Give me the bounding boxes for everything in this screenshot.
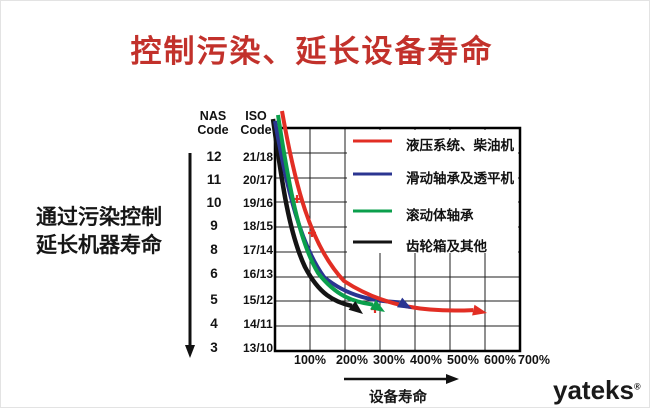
legend-label-hydraulic: 液压系统、柴油机 xyxy=(406,138,514,153)
x-tick-label: 100% xyxy=(294,353,326,367)
plot-border xyxy=(273,126,522,353)
x-tick-label: 200% xyxy=(336,353,368,367)
curve-journal-bearing xyxy=(273,120,400,305)
legend-label-journal-bearing: 滑动轴承及透平机 xyxy=(406,171,514,186)
registered-mark: ® xyxy=(633,381,641,392)
left-caption-line1: 通过污染控制 xyxy=(36,205,162,229)
x-tick-label: 700% xyxy=(518,353,550,367)
iso-code-value: 13/10 xyxy=(242,341,274,355)
x-tick-label: 600% xyxy=(484,353,516,367)
life-axis-arrow xyxy=(344,374,459,384)
legend-label-gearbox: 齿轮箱及其他 xyxy=(406,239,487,254)
nas-code-value: 8 xyxy=(210,242,218,257)
nas-code-value: 12 xyxy=(206,149,222,164)
x-tick-label: 400% xyxy=(410,353,442,367)
arrowhead-gearbox xyxy=(348,301,363,314)
nas-axis-arrow xyxy=(185,153,195,358)
nas-code-value: 6 xyxy=(210,266,218,281)
yateks-logo: yateks® xyxy=(553,375,641,405)
left-caption-line2: 延长机器寿命 xyxy=(36,233,162,257)
nas-code-header: NAS Code xyxy=(197,109,229,137)
arrowhead-hydraulic xyxy=(472,304,487,316)
slide-title: 控制污染、延长设备寿命 xyxy=(130,34,494,69)
iso-code-value: 17/14 xyxy=(242,243,274,257)
legend-label-rolling-bearing: 滚动体轴承 xyxy=(406,208,474,223)
left-caption: 通过污染控制 延长机器寿命 xyxy=(36,203,184,259)
x-tick-label: 300% xyxy=(373,353,405,367)
iso-code-value: 20/17 xyxy=(242,173,274,187)
iso-code-value: 21/18 xyxy=(242,150,274,164)
x-axis-title: 设备寿命 xyxy=(369,390,427,406)
nas-code-value: 3 xyxy=(210,340,218,355)
x-tick-label: 500% xyxy=(447,353,479,367)
curve-rolling-bearing xyxy=(276,114,374,307)
arrowhead-rolling-bearing xyxy=(370,299,385,312)
nas-code-value: 5 xyxy=(210,292,218,307)
iso-code-value: 16/13 xyxy=(242,267,274,281)
nas-code-value: 11 xyxy=(206,172,222,187)
iso-code-value: 19/16 xyxy=(242,196,274,210)
iso-code-value: 18/15 xyxy=(242,219,274,233)
iso-code-value: 15/12 xyxy=(242,293,274,307)
iso-code-header: ISO Code xyxy=(240,109,272,137)
arrowhead-journal-bearing xyxy=(397,297,412,309)
curve-gearbox xyxy=(270,118,353,309)
nas-code-value: 10 xyxy=(206,195,222,210)
iso-code-value: 14/11 xyxy=(243,317,273,331)
nas-code-value: 4 xyxy=(210,316,218,331)
nas-code-value: 9 xyxy=(210,218,218,233)
legend-panel xyxy=(347,130,518,253)
curve-hydraulic xyxy=(280,110,474,313)
